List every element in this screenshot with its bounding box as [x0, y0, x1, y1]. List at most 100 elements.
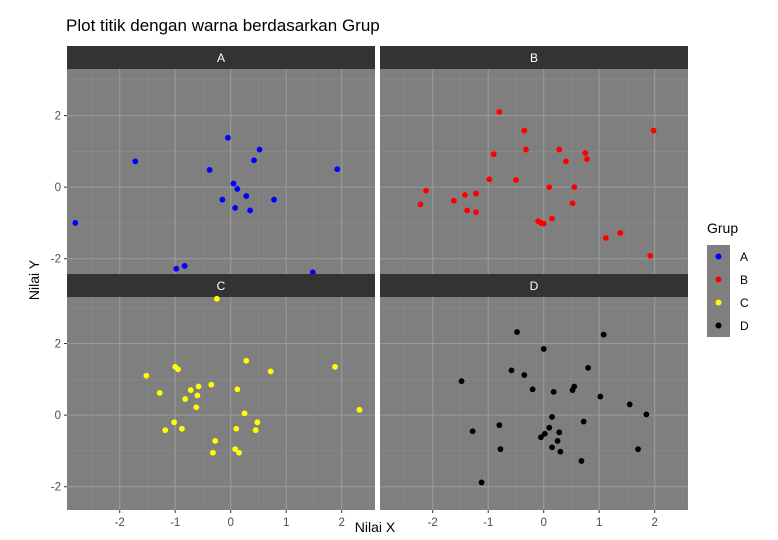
data-point [178, 425, 185, 432]
data-point [230, 180, 237, 187]
x-tick-label: 1 [596, 517, 602, 529]
legend-marker [715, 276, 722, 283]
facet-panel-c: C -2 0 2 -2 -1 0 1 2 [51, 274, 375, 529]
legend-label: D [740, 319, 749, 333]
facet-panel-d: D -2 -1 0 1 2 [380, 274, 688, 529]
data-point [582, 150, 589, 157]
legend-title: Grup [707, 220, 738, 236]
data-point [173, 265, 180, 272]
data-point [187, 387, 194, 393]
x-tick-label: 0 [541, 517, 547, 529]
data-point [254, 419, 261, 426]
data-point [647, 252, 654, 259]
legend-key-d: D [707, 314, 749, 337]
facet-strip-label: D [530, 279, 539, 293]
data-point [580, 418, 587, 425]
y-tick-label: -2 [51, 482, 61, 494]
data-point [212, 438, 219, 444]
chart-title: Plot titik dengan warna berdasarkan Grup [66, 16, 380, 35]
data-point [550, 388, 557, 395]
facet-strip [67, 274, 375, 297]
x-tick-label: 1 [283, 517, 289, 529]
data-point [514, 329, 520, 335]
panel-background [380, 69, 688, 282]
legend-label: A [740, 250, 748, 264]
legend-marker [715, 299, 722, 306]
data-point [557, 448, 564, 455]
data-point [529, 386, 536, 393]
data-point [464, 207, 471, 214]
y-tick-label: 0 [55, 410, 61, 422]
panel-background [67, 297, 375, 510]
facet-panels: A -2 0 2 B C -2 0 2 -2 -1 0 1 2 D -2 -1 0 1 2 [51, 46, 688, 529]
panel-background [380, 297, 688, 510]
x-tick-label: -2 [428, 517, 438, 529]
x-axis-title: Nilai X [355, 519, 396, 535]
legend-label: B [740, 273, 748, 287]
data-point [72, 220, 79, 226]
data-point [251, 157, 257, 164]
facet-panel-b: B [380, 46, 688, 282]
data-point [210, 449, 216, 456]
data-point [571, 383, 578, 390]
legend-key-a: A [707, 245, 748, 268]
data-point [243, 357, 250, 364]
data-point [554, 438, 561, 444]
data-point [497, 446, 504, 453]
data-point [496, 109, 503, 115]
data-point [143, 372, 150, 379]
data-point [252, 427, 259, 434]
facet-strip-label: C [217, 279, 226, 293]
x-tick-label: 2 [338, 517, 344, 529]
data-point [175, 366, 181, 373]
data-point [469, 428, 476, 435]
y-tick-label: 2 [55, 339, 61, 351]
data-point [271, 196, 277, 203]
data-point [540, 220, 547, 227]
data-point [643, 411, 650, 418]
data-point [162, 427, 169, 434]
data-point [417, 201, 424, 208]
data-point [617, 230, 624, 236]
data-point [182, 396, 189, 402]
data-point [247, 207, 254, 214]
data-point [490, 151, 497, 158]
data-point [195, 383, 202, 390]
data-point [267, 368, 274, 375]
data-point [423, 187, 429, 194]
data-point [233, 425, 240, 432]
x-tick-label: -1 [170, 517, 180, 529]
y-axis-title: Nilai Y [26, 259, 42, 300]
data-point [523, 146, 529, 153]
facet-strip [67, 46, 375, 69]
legend-marker [715, 322, 722, 329]
data-point [334, 166, 341, 173]
data-point [626, 401, 633, 408]
facet-strip-label: B [530, 51, 538, 65]
data-point [206, 167, 213, 173]
y-tick-label: 0 [55, 182, 61, 194]
facet-strip-label: A [217, 51, 225, 65]
x-tick-label: 0 [228, 517, 234, 529]
data-point [458, 378, 465, 385]
legend-key-c: C [707, 291, 749, 314]
legend-label: C [740, 296, 749, 310]
data-point [556, 429, 563, 436]
data-point [256, 146, 263, 153]
data-point [241, 410, 248, 417]
data-point [635, 446, 641, 453]
data-point [496, 422, 503, 429]
data-point [236, 449, 242, 456]
data-point [193, 404, 200, 411]
data-point [556, 146, 563, 153]
data-point [171, 419, 178, 426]
data-point [194, 392, 201, 399]
data-point [571, 184, 578, 191]
data-point [208, 381, 215, 388]
data-point [213, 295, 220, 302]
x-tick-label: -1 [483, 517, 493, 529]
data-point [549, 444, 555, 451]
data-point [234, 386, 241, 393]
data-point [546, 424, 553, 431]
facet-panel-a: A -2 0 2 [51, 46, 375, 282]
